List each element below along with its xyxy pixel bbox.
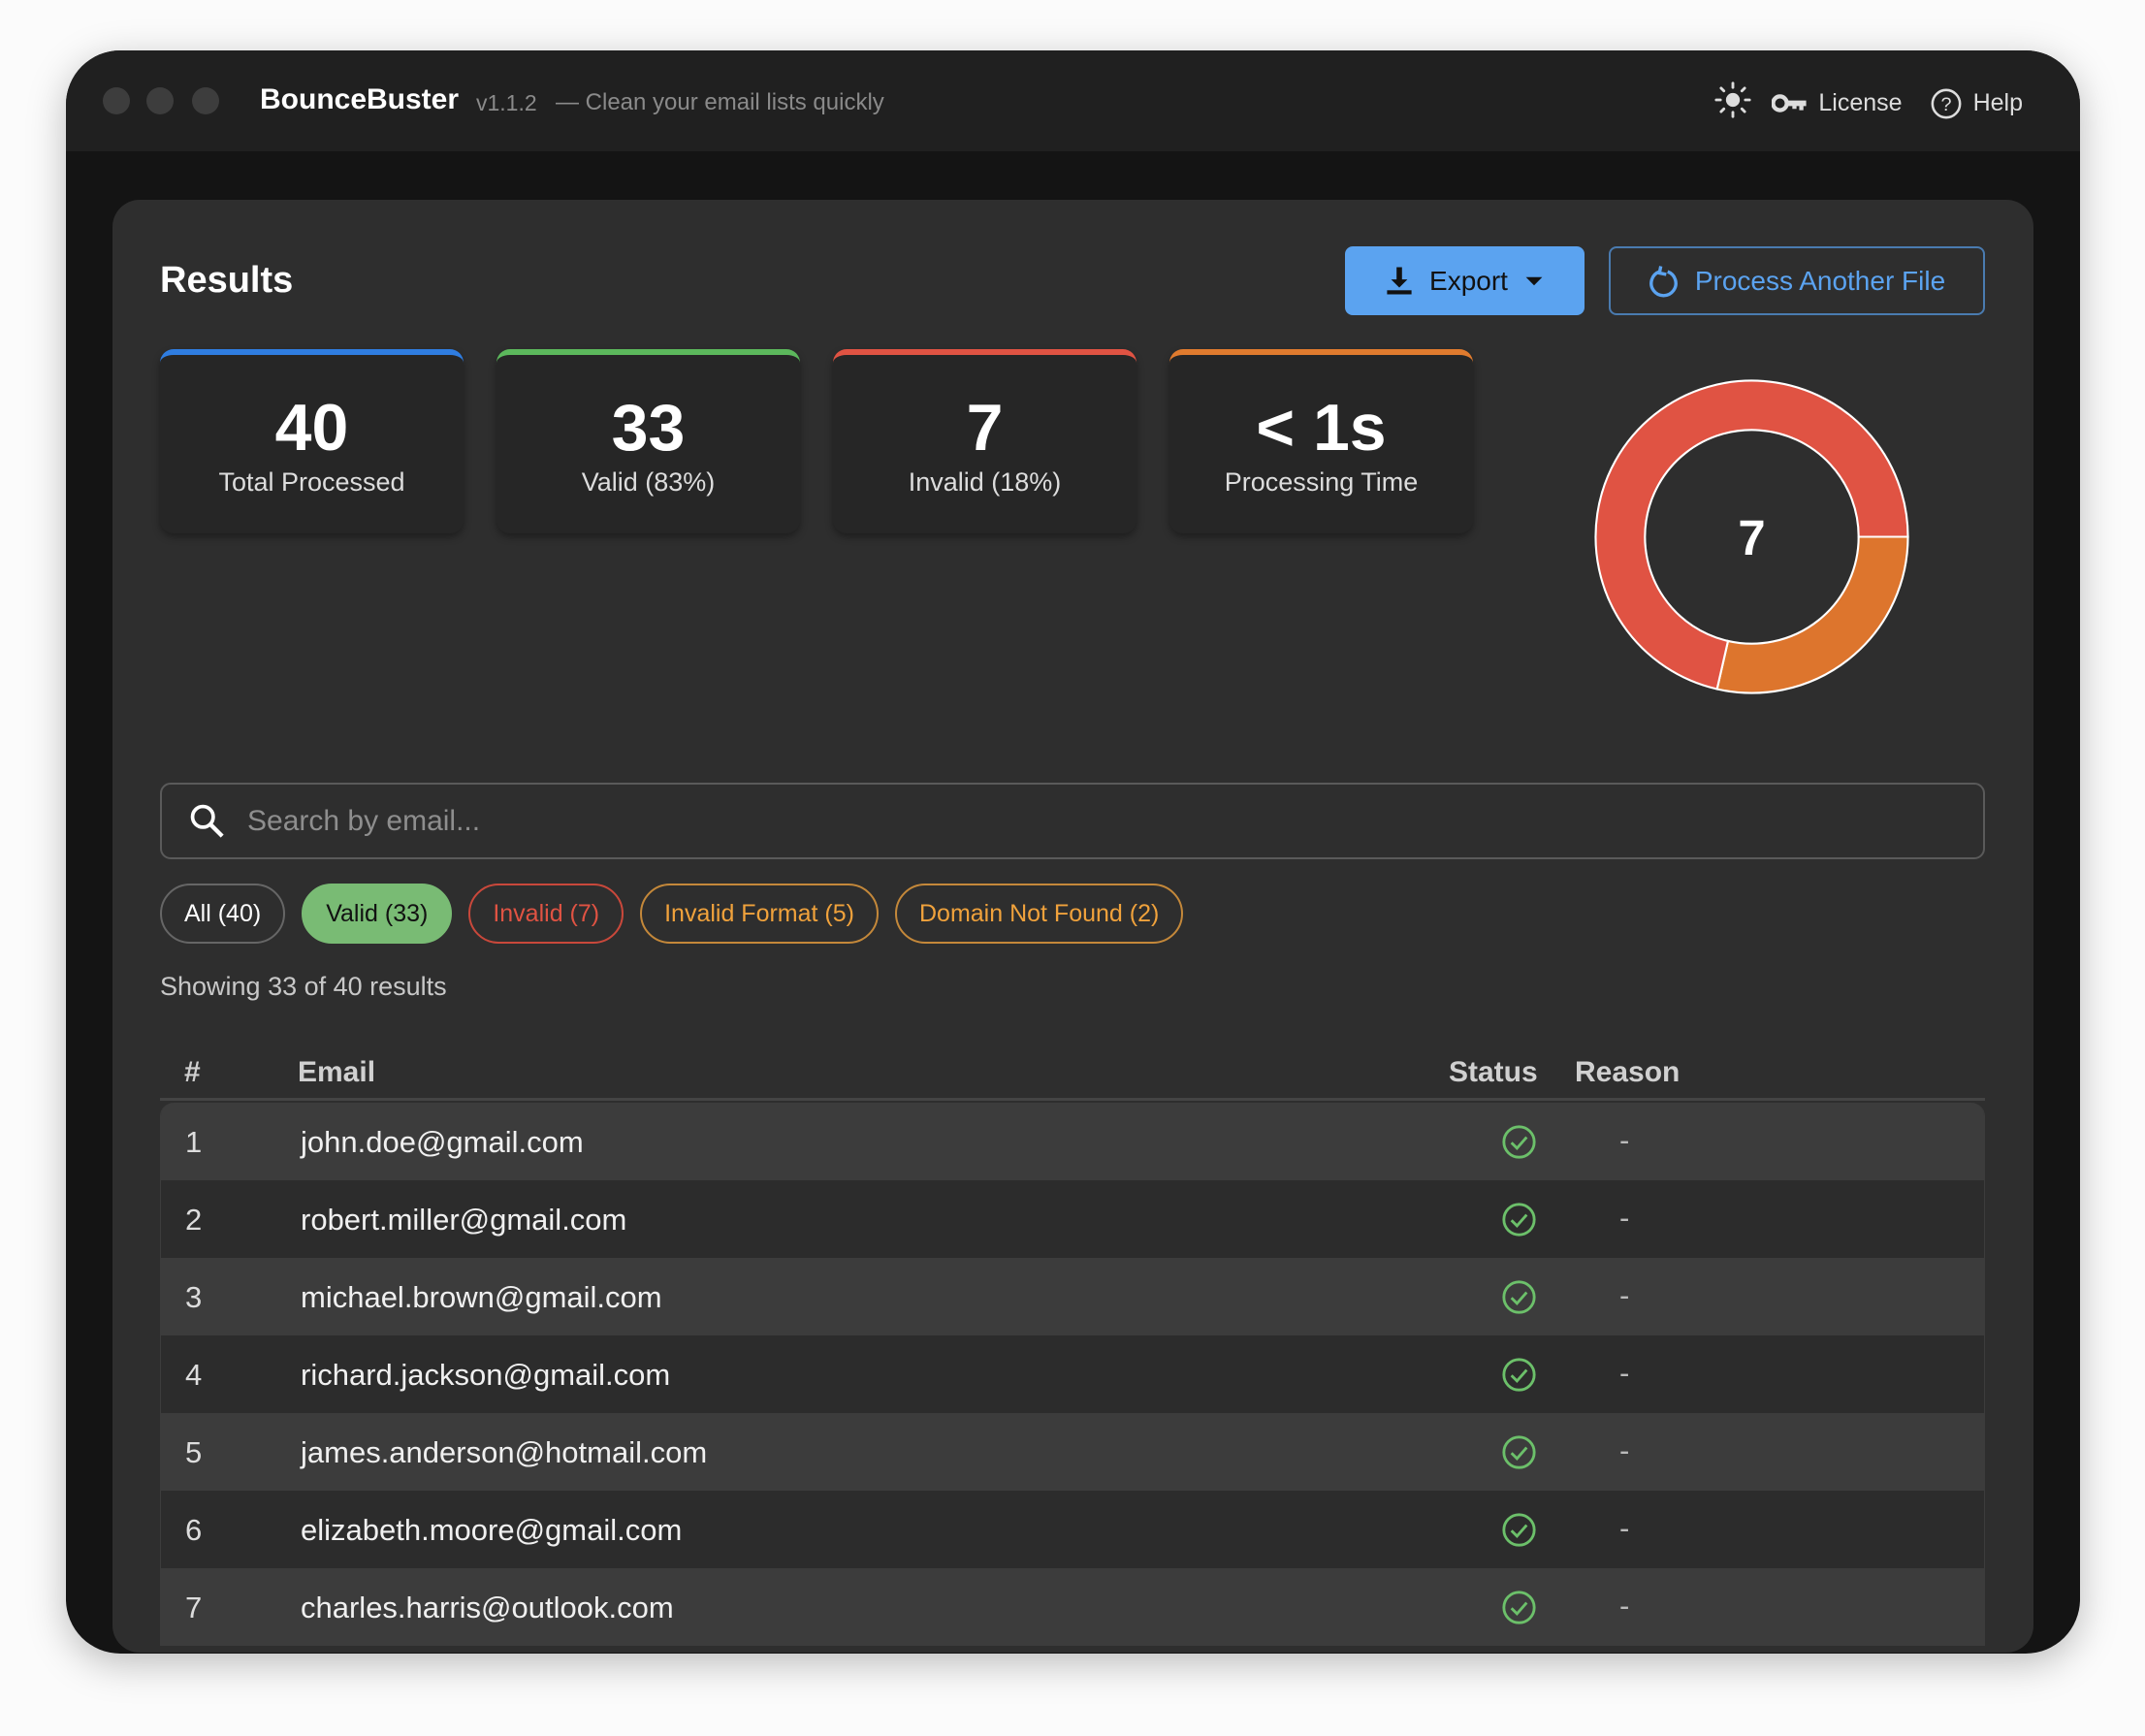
column-header-number[interactable]: # [184, 1056, 201, 1088]
table-row[interactable]: 1 john.doe@gmail.com - [161, 1103, 1984, 1180]
refresh-icon [1649, 265, 1678, 297]
stat-card: 40 Total Processed [160, 349, 464, 533]
row-number: 4 [185, 1358, 203, 1392]
row-number: 6 [185, 1513, 203, 1547]
valid-check-icon [1501, 1124, 1537, 1168]
table-row[interactable]: 3 michael.brown@gmail.com - [161, 1258, 1984, 1335]
row-email: james.anderson@hotmail.com [301, 1435, 708, 1469]
process-another-file-button[interactable]: Process Another File [1609, 246, 1985, 315]
row-email: john.doe@gmail.com [301, 1125, 584, 1159]
license-button[interactable]: License [1772, 89, 1903, 117]
row-number: 5 [185, 1435, 203, 1469]
stat-label: Processing Time [1224, 467, 1419, 497]
row-number: 2 [185, 1203, 203, 1237]
row-number: 3 [185, 1280, 203, 1314]
column-header-email[interactable]: Email [298, 1056, 376, 1088]
results-count: Showing 33 of 40 results [160, 972, 447, 1001]
titlebar: BounceBuster v1.1.2 — Clean your email l… [66, 50, 2080, 151]
filter-chip[interactable]: Invalid (7) [468, 884, 624, 944]
close-window-button[interactable] [103, 87, 130, 114]
filter-chips: All (40) Valid (33) Invalid (7) Invalid For… [160, 884, 1184, 944]
table-row[interactable]: 6 elizabeth.moore@gmail.com - [161, 1491, 1984, 1568]
valid-check-icon [1501, 1279, 1537, 1323]
help-label: Help [1972, 89, 2023, 116]
export-label: Export [1429, 265, 1508, 296]
stat-value: < 1s [1256, 391, 1387, 465]
donut-slice[interactable] [1715, 535, 1909, 694]
row-reason: - [1619, 1278, 1630, 1312]
search-input[interactable] [247, 804, 1896, 838]
help-button[interactable]: ? Help [1930, 87, 2023, 120]
filter-chip[interactable]: All (40) [160, 884, 286, 944]
results-card: Results Export Process Another File 40 To… [112, 200, 2033, 1653]
column-header-status[interactable]: Status [1449, 1056, 1538, 1088]
stat-label: Invalid (18%) [908, 467, 1062, 497]
app-version: v1.1.2 [476, 90, 537, 115]
help-icon: ? [1931, 88, 1962, 118]
license-label: License [1818, 89, 1903, 116]
stat-card: < 1s Processing Time [1169, 349, 1473, 533]
donut-center-label: 7 [1738, 510, 1765, 565]
svg-text:?: ? [1940, 94, 1951, 115]
process-label: Process Another File [1694, 265, 1946, 296]
app-window: BounceBuster v1.1.2 — Clean your email l… [66, 50, 2080, 1654]
app-name: BounceBuster [260, 83, 460, 115]
search-field[interactable] [160, 783, 1985, 859]
row-reason: - [1619, 1123, 1630, 1157]
row-number: 7 [185, 1591, 203, 1624]
app-tagline: — Clean your email lists quickly [556, 89, 884, 115]
page-title: Results [160, 260, 294, 301]
valid-check-icon [1501, 1434, 1537, 1478]
stat-value: 7 [966, 391, 1004, 465]
table-row[interactable]: 4 richard.jackson@gmail.com - [161, 1335, 1984, 1413]
filter-chip[interactable]: Invalid Format (5) [640, 884, 879, 944]
valid-check-icon [1501, 1512, 1537, 1556]
filter-chip[interactable]: Domain Not Found (2) [894, 884, 1184, 944]
column-header-reason[interactable]: Reason [1575, 1056, 1681, 1088]
stat-label: Total Processed [218, 467, 405, 497]
stat-value: 40 [274, 391, 349, 465]
row-email: robert.miller@gmail.com [301, 1203, 627, 1237]
export-button[interactable]: Export [1345, 246, 1585, 315]
valid-check-icon [1501, 1202, 1537, 1245]
maximize-window-button[interactable] [192, 87, 219, 114]
minimize-window-button[interactable] [146, 87, 174, 114]
row-email: michael.brown@gmail.com [301, 1280, 662, 1314]
row-number: 1 [185, 1125, 203, 1159]
row-reason: - [1619, 1511, 1630, 1545]
table-header: # Email Status Reason [160, 1040, 1985, 1101]
key-icon [1772, 94, 1807, 113]
stat-label: Valid (83%) [581, 467, 716, 497]
filter-chip[interactable]: Valid (33) [302, 884, 453, 944]
chevron-down-icon [1525, 276, 1543, 285]
row-email: charles.harris@outlook.com [301, 1591, 674, 1624]
row-reason: - [1619, 1589, 1630, 1623]
invalid-breakdown-donut-chart: 7 [1594, 379, 1909, 694]
results-table: 1 john.doe@gmail.com -2 robert.miller@gm… [160, 1103, 1985, 1646]
donut-slice[interactable] [1594, 379, 1909, 691]
stat-card: 33 Valid (83%) [496, 349, 800, 533]
row-reason: - [1619, 1201, 1630, 1235]
valid-check-icon [1501, 1357, 1537, 1400]
download-icon [1387, 267, 1412, 295]
table-row[interactable]: 5 james.anderson@hotmail.com - [161, 1413, 1984, 1491]
row-reason: - [1619, 1433, 1630, 1467]
stat-card: 7 Invalid (18%) [833, 349, 1137, 533]
row-email: richard.jackson@gmail.com [301, 1358, 671, 1392]
table-row[interactable]: 7 charles.harris@outlook.com - [161, 1568, 1984, 1646]
row-email: elizabeth.moore@gmail.com [301, 1513, 683, 1547]
row-reason: - [1619, 1356, 1630, 1390]
table-row[interactable]: 2 robert.miller@gmail.com - [161, 1180, 1984, 1258]
search-icon [190, 804, 224, 838]
sun-icon[interactable] [1713, 80, 1752, 126]
valid-check-icon [1501, 1590, 1537, 1633]
stat-value: 33 [611, 391, 686, 465]
